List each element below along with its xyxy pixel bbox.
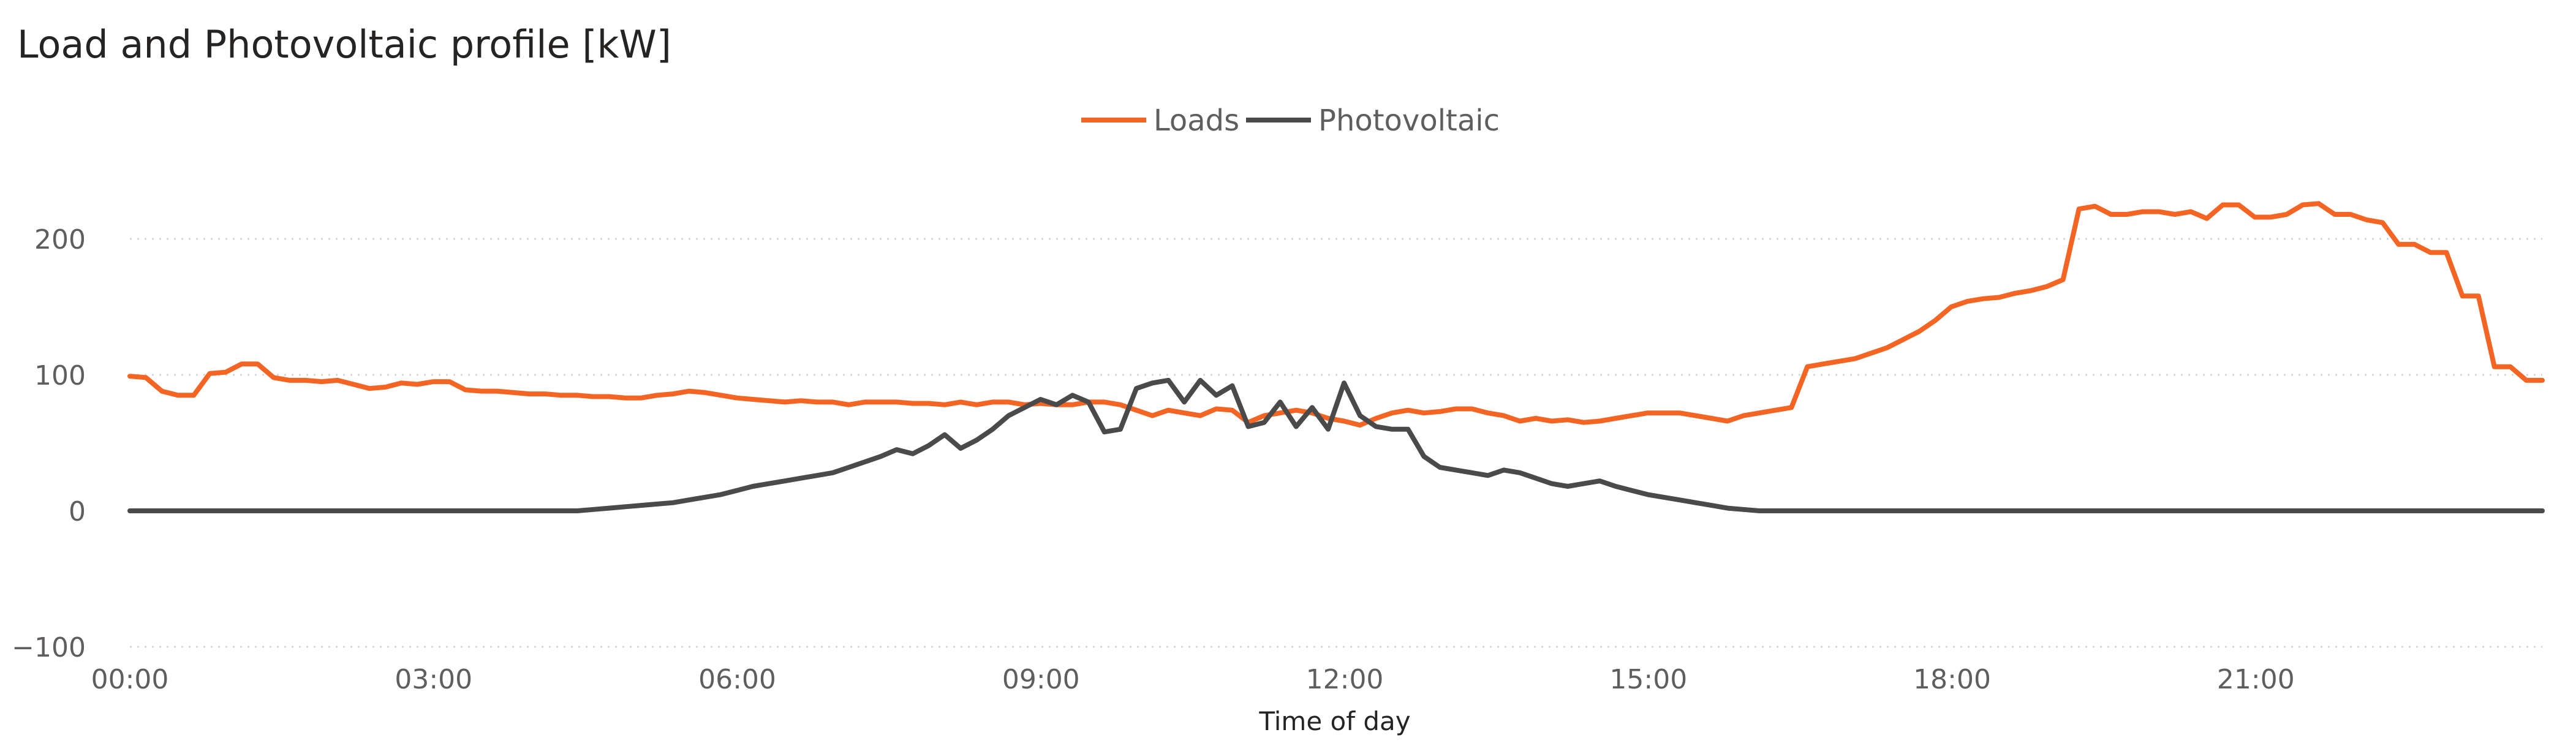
x-tick-label: 09:00 bbox=[1002, 664, 1080, 695]
chart-title: Load and Photovoltaic profile [kW] bbox=[17, 22, 671, 67]
legend[interactable]: Loads Photovoltaic bbox=[1081, 104, 1500, 138]
x-tick-label: 18:00 bbox=[1913, 664, 1991, 695]
y-axis-ticks: 200 100 0 −100 bbox=[12, 224, 86, 663]
legend-item-photovoltaic[interactable]: Photovoltaic bbox=[1246, 104, 1500, 138]
series-lines bbox=[127, 201, 2545, 513]
x-tick-label: 12:00 bbox=[1306, 664, 1384, 695]
x-tick-label: 03:00 bbox=[395, 664, 472, 695]
y-tick-label: 0 bbox=[69, 496, 86, 527]
y-tick-label: 100 bbox=[34, 360, 86, 391]
x-axis-title: Time of day bbox=[1258, 706, 1410, 736]
x-axis-ticks: 00:00 03:00 06:00 09:00 12:00 15:00 18:00 21:00 bbox=[91, 664, 2295, 695]
legend-item-loads[interactable]: Loads bbox=[1081, 104, 1239, 138]
y-tick-label: −100 bbox=[12, 632, 86, 663]
x-tick-label: 06:00 bbox=[698, 664, 776, 695]
x-tick-label: 21:00 bbox=[2217, 664, 2295, 695]
gridlines bbox=[130, 238, 2542, 648]
legend-label: Loads bbox=[1154, 104, 1239, 138]
x-tick-label: 15:00 bbox=[1609, 664, 1687, 695]
x-tick-label: 00:00 bbox=[91, 664, 169, 695]
series-line-loads bbox=[127, 201, 2545, 428]
series-line-photovoltaic bbox=[127, 377, 2545, 513]
legend-label: Photovoltaic bbox=[1318, 104, 1500, 138]
y-tick-label: 200 bbox=[34, 224, 86, 255]
